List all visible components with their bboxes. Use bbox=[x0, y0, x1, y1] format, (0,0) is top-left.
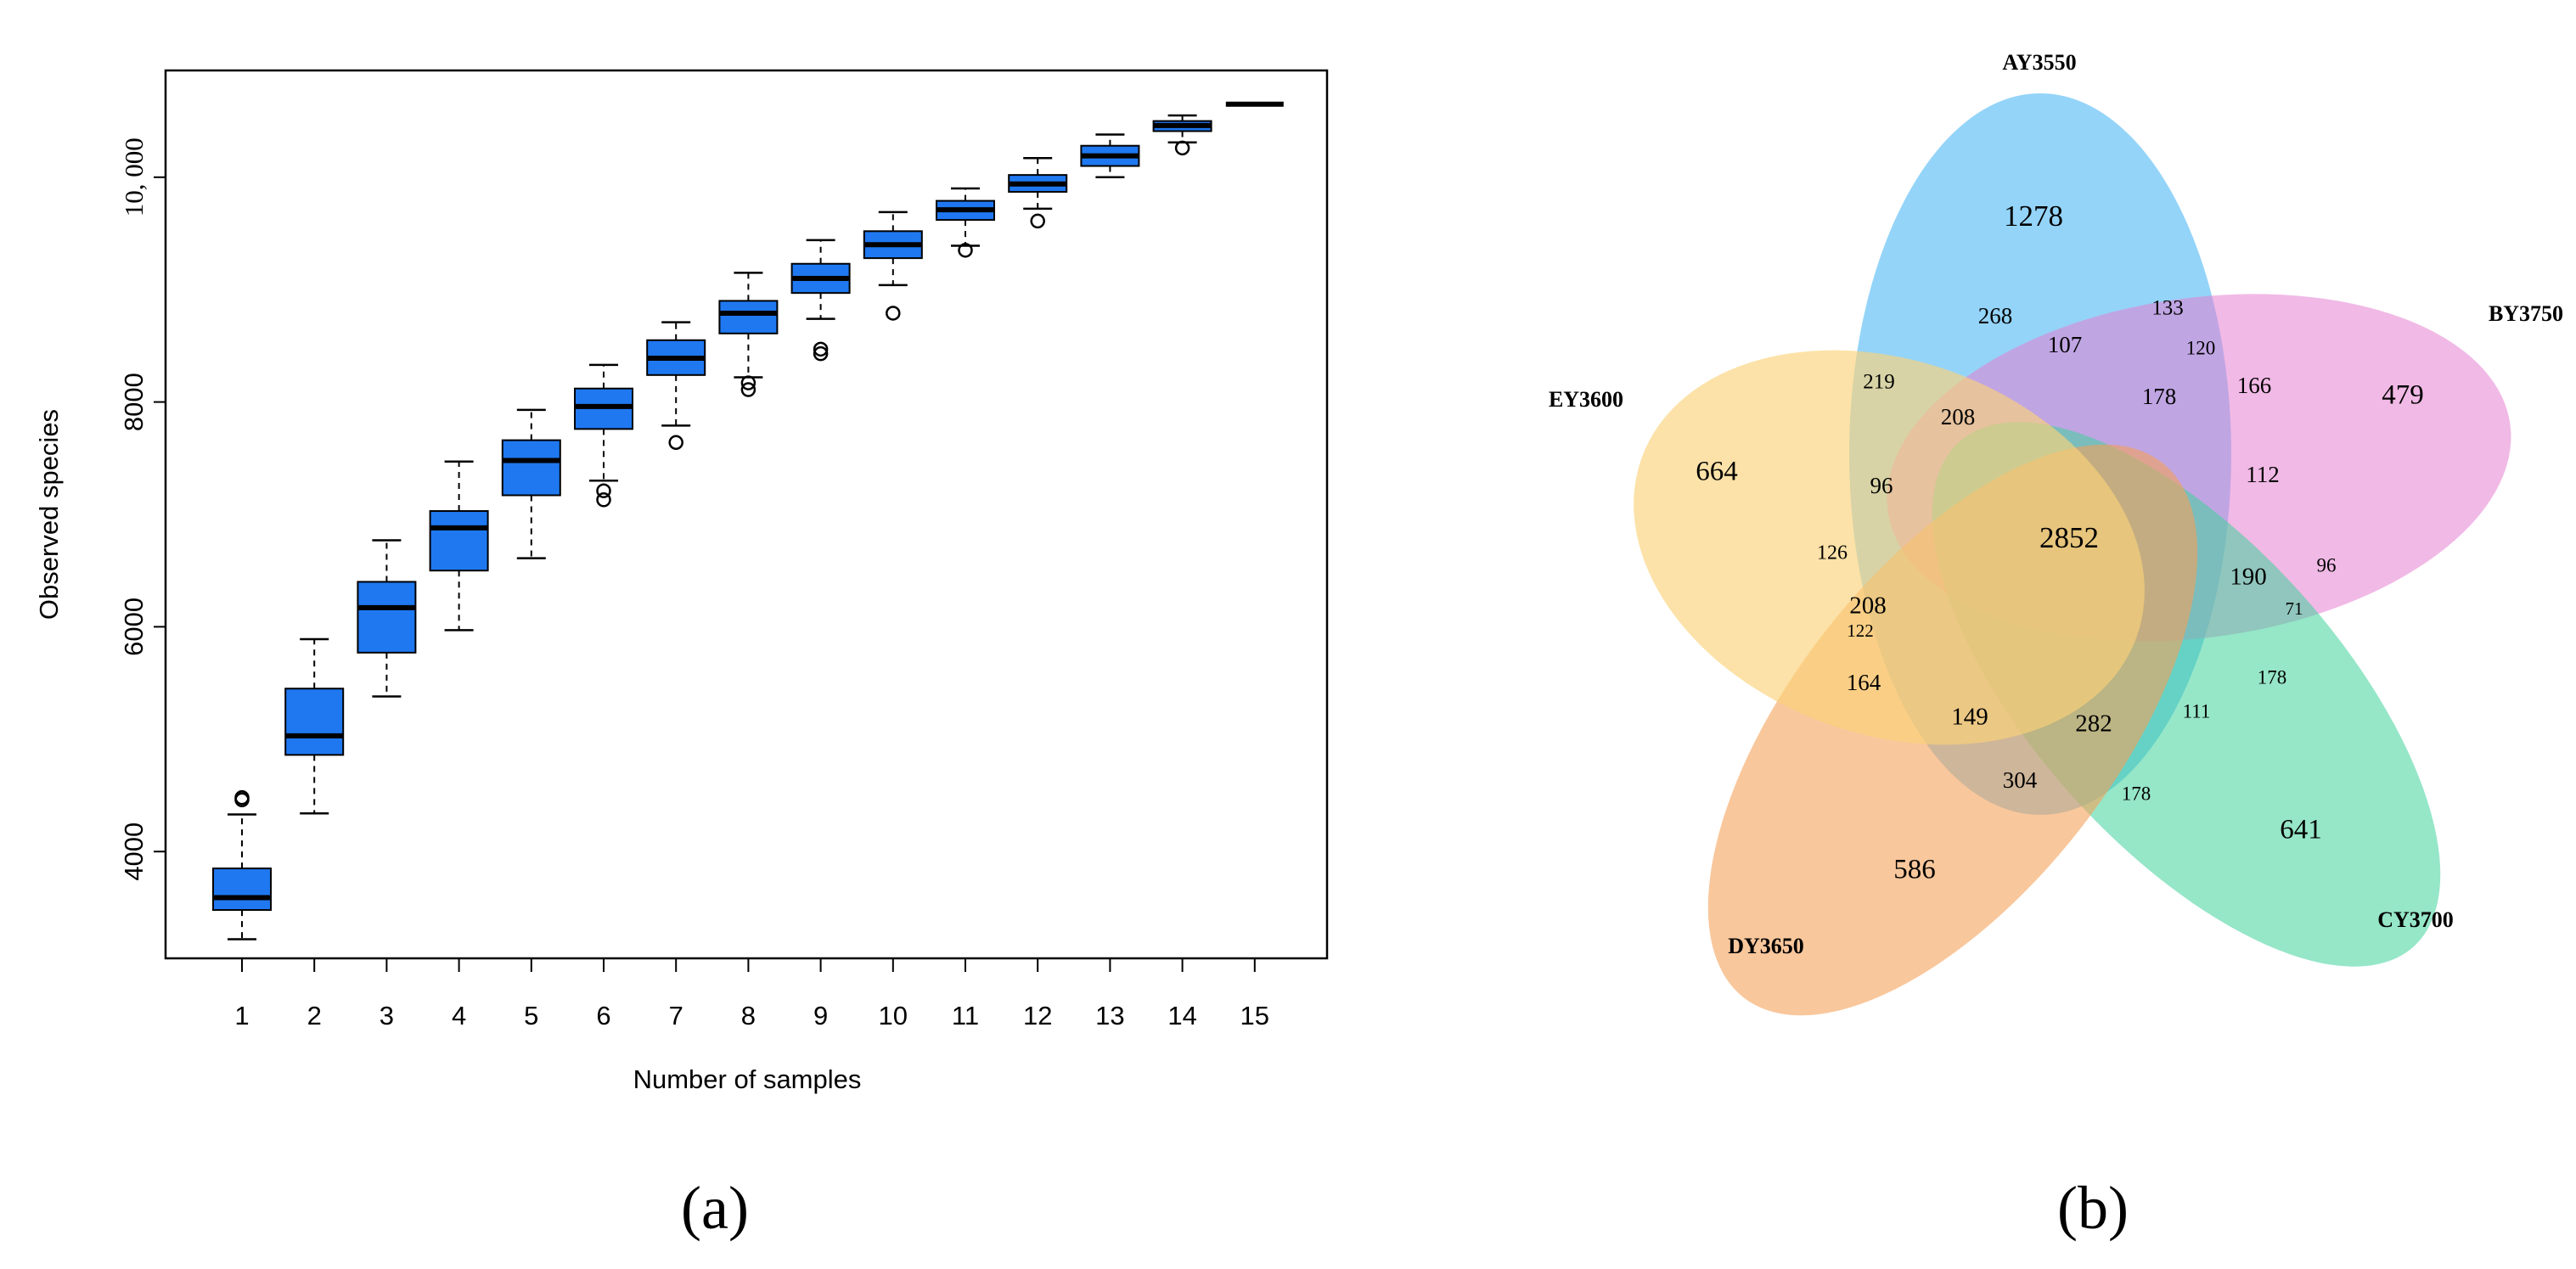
x-tick-label: 3 bbox=[380, 1001, 394, 1030]
box-6 bbox=[574, 363, 633, 508]
y-tick-label: 6000 bbox=[119, 598, 149, 656]
x-tick-label: 15 bbox=[1240, 1001, 1269, 1030]
venn-region-count: 304 bbox=[2003, 767, 2038, 793]
x-axis: 1 2 3 4 5 6 7 8 9 10 11 12 13 14 15 bbox=[234, 957, 1269, 1030]
venn-region-count: 268 bbox=[1978, 303, 2013, 328]
box-iqr bbox=[284, 688, 345, 756]
venn-region-count: 664 bbox=[1696, 457, 1738, 487]
venn-region-labels: 1278 479 641 586 664 268 133 107 120 219 178 166 208… bbox=[1696, 199, 2424, 885]
venn-region-count: 208 bbox=[1941, 404, 1976, 430]
x-tick-label: 10 bbox=[879, 1001, 908, 1030]
x-tick-label: 13 bbox=[1095, 1001, 1124, 1030]
venn-region-count: 149 bbox=[1951, 704, 1988, 731]
x-tick-label: 9 bbox=[813, 1001, 828, 1030]
venn-region-count: 2852 bbox=[2039, 521, 2099, 554]
y-axis: 4000 6000 8000 10, 000 bbox=[119, 138, 166, 881]
venn-set-label-ey3600: EY3600 bbox=[1549, 387, 1623, 412]
box-2 bbox=[284, 637, 345, 815]
outlier-point bbox=[596, 492, 611, 508]
x-tick-label: 5 bbox=[524, 1001, 538, 1030]
box-8 bbox=[718, 272, 779, 397]
box-iqr bbox=[212, 868, 272, 912]
panel-a-label: (a) bbox=[681, 1174, 749, 1242]
x-tick-label: 8 bbox=[741, 1001, 756, 1030]
venn-set-label-cy3700: CY3700 bbox=[2377, 907, 2454, 932]
venn-region-count: 178 bbox=[2122, 783, 2151, 804]
venn-set-ey3600 bbox=[1634, 350, 2145, 745]
box-series bbox=[212, 101, 1284, 941]
venn-region-count: 641 bbox=[2280, 815, 2322, 845]
y-tick-label: 4000 bbox=[119, 823, 149, 881]
venn-region-count: 111 bbox=[2183, 700, 2211, 722]
box-1 bbox=[212, 789, 272, 941]
venn-region-count: 208 bbox=[1849, 592, 1887, 620]
x-tick-label: 1 bbox=[234, 1001, 249, 1030]
y-tick-label: 10, 000 bbox=[119, 138, 149, 216]
venn-region-count: 120 bbox=[2186, 337, 2216, 358]
venn-region-count: 1278 bbox=[2004, 199, 2063, 233]
x-tick-label: 14 bbox=[1167, 1001, 1196, 1030]
outlier-point bbox=[813, 345, 829, 362]
outlier-point bbox=[886, 306, 901, 321]
venn-set-label-dy3650: DY3650 bbox=[1728, 934, 1804, 958]
box-14 bbox=[1152, 114, 1212, 156]
venn-region-count: 96 bbox=[2317, 554, 2337, 576]
box-3 bbox=[357, 539, 417, 698]
venn-region-count: 126 bbox=[1817, 542, 1848, 564]
outlier-point bbox=[740, 382, 756, 397]
box-iqr bbox=[501, 439, 561, 497]
outlier-point bbox=[1174, 140, 1190, 156]
venn-region-count: 107 bbox=[2048, 332, 2083, 357]
venn-region-count: 178 bbox=[2142, 384, 2177, 409]
box-5 bbox=[501, 408, 561, 559]
venn-region-count: 164 bbox=[1847, 670, 1881, 695]
venn-region-count: 219 bbox=[1863, 371, 1895, 394]
x-tick-label: 11 bbox=[952, 1001, 979, 1030]
x-tick-label: 12 bbox=[1023, 1001, 1052, 1030]
x-axis-label: Number of samples bbox=[633, 1064, 862, 1094]
x-tick-label: 6 bbox=[596, 1001, 610, 1030]
venn-region-count: 71 bbox=[2286, 598, 2303, 619]
box-4 bbox=[429, 460, 489, 632]
box-iqr bbox=[357, 581, 417, 654]
plot-frame bbox=[164, 69, 1329, 960]
venn-region-count: 586 bbox=[1893, 855, 1936, 885]
venn-set-label-by3750: BY3750 bbox=[2489, 301, 2563, 326]
x-tick-label: 7 bbox=[669, 1001, 683, 1030]
x-tick-label: 2 bbox=[307, 1001, 322, 1030]
outlier-point bbox=[740, 375, 756, 390]
box-9 bbox=[790, 239, 851, 362]
venn-diagram: AY3550 BY3750 CY3700 DY3650 EY3600 1278 4… bbox=[1549, 50, 2563, 1242]
box-10 bbox=[863, 211, 923, 321]
venn-region-count: 479 bbox=[2382, 380, 2424, 411]
y-tick-label: 8000 bbox=[119, 373, 149, 431]
venn-region-count: 122 bbox=[1847, 620, 1874, 641]
box-iqr bbox=[429, 510, 489, 572]
outlier-point bbox=[958, 243, 973, 258]
outlier-point bbox=[813, 341, 829, 357]
venn-set-label-ay3550: AY3550 bbox=[2002, 50, 2076, 75]
venn-region-count: 112 bbox=[2246, 462, 2280, 487]
box-iqr bbox=[718, 300, 779, 334]
venn-region-count: 178 bbox=[2258, 666, 2287, 688]
venn-region-count: 96 bbox=[1870, 473, 1893, 498]
venn-region-count: 282 bbox=[2075, 710, 2112, 738]
outlier-point bbox=[234, 789, 250, 806]
box-11 bbox=[936, 187, 995, 258]
venn-region-count: 166 bbox=[2237, 373, 2272, 398]
box-13 bbox=[1080, 133, 1140, 179]
box-7 bbox=[646, 321, 706, 451]
y-axis-label: Observed species bbox=[34, 409, 64, 620]
outlier-point bbox=[668, 435, 683, 451]
venn-region-count: 133 bbox=[2151, 297, 2184, 320]
box-12 bbox=[1008, 157, 1068, 229]
x-tick-label: 4 bbox=[452, 1001, 466, 1030]
venn-region-count: 190 bbox=[2230, 564, 2267, 591]
panel-b-label: (b) bbox=[2057, 1174, 2129, 1242]
outlier-point bbox=[596, 483, 611, 498]
outlier-point bbox=[1030, 213, 1045, 229]
